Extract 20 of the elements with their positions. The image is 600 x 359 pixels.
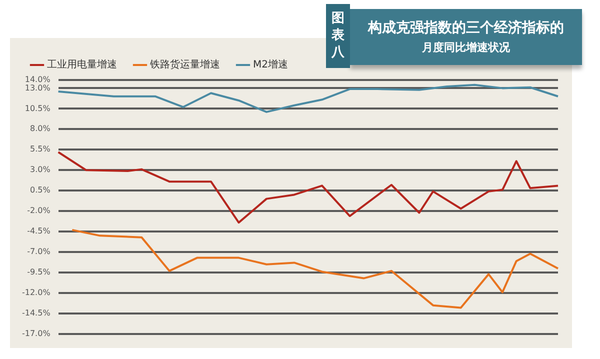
- y-tick-label: 13.0%: [24, 83, 51, 92]
- chart-title: 构成克强指数的三个经济指标的: [366, 19, 565, 37]
- legend-label: M2增速: [253, 58, 288, 71]
- chart-subtitle: 月度同比增速状况: [421, 40, 511, 55]
- y-tick-label: -9.5%: [27, 268, 51, 277]
- y-tick-label: 5.5%: [30, 144, 51, 154]
- text: 图表八: [332, 10, 344, 61]
- legend-label: 工业用电量增速: [47, 58, 117, 71]
- y-tick-label: -17.0%: [22, 329, 51, 338]
- y-tick-label: 10.5%: [24, 104, 51, 113]
- legend-label: 铁路货运量增速: [149, 58, 220, 71]
- y-tick-label: 3.0%: [30, 165, 51, 174]
- y-tick-label: -4.5%: [27, 226, 51, 236]
- y-tick-label: -7.0%: [27, 247, 51, 256]
- y-tick-label: 14.0%: [24, 75, 51, 84]
- y-tick-label: -2.0%: [27, 206, 51, 216]
- y-tick-label: 8.0%: [30, 124, 51, 134]
- y-tick-label: 0.5%: [30, 186, 51, 195]
- y-tick-label: -14.5%: [22, 308, 51, 318]
- y-tick-label: -12.0%: [22, 288, 51, 298]
